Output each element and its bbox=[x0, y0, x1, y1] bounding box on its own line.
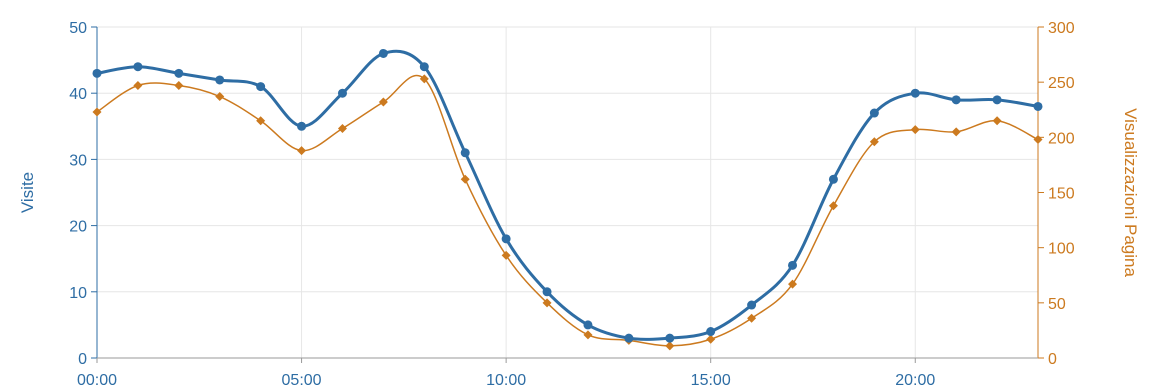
labels-group: 0 10 20 30 40 50 0 50 100 150 200 250 300 00:00 05:00 1… bbox=[18, 20, 1140, 389]
right-tick-label: 250 bbox=[1048, 75, 1075, 92]
data-point-visualizzazioni bbox=[583, 330, 593, 340]
x-tick-label: 10:00 bbox=[486, 372, 526, 389]
data-point-visite bbox=[378, 48, 388, 58]
right-axis-title: Visualizzazioni Pagina bbox=[1121, 108, 1140, 277]
data-point-visite bbox=[747, 300, 757, 310]
data-point-visualizzazioni bbox=[92, 107, 102, 117]
data-point-visualizzazioni bbox=[747, 313, 757, 323]
series-line-visite bbox=[96, 49, 1039, 341]
data-point-visualizzazioni bbox=[992, 116, 1002, 126]
data-point-visite bbox=[665, 333, 675, 343]
data-point-visualizzazioni bbox=[460, 174, 470, 184]
data-point-visite bbox=[869, 108, 879, 118]
data-point-visualizzazioni bbox=[337, 124, 347, 134]
left-tick-label: 30 bbox=[69, 152, 87, 169]
data-point-visualizzazioni bbox=[706, 334, 716, 344]
data-point-visite bbox=[910, 88, 920, 98]
left-tick-label: 0 bbox=[78, 351, 87, 368]
right-tick-label: 150 bbox=[1048, 186, 1075, 203]
data-point-visite bbox=[706, 327, 716, 337]
data-point-visualizzazioni bbox=[256, 116, 266, 126]
data-point-visite bbox=[542, 287, 552, 297]
left-tick-label: 50 bbox=[69, 20, 87, 37]
left-tick-label: 20 bbox=[69, 219, 87, 236]
data-point-visite bbox=[92, 68, 102, 78]
x-tick-label: 05:00 bbox=[282, 372, 322, 389]
data-point-visualizzazioni bbox=[869, 137, 879, 147]
series-line-visualizzazioni bbox=[96, 74, 1039, 347]
data-point-visite bbox=[174, 68, 184, 78]
series-group bbox=[92, 48, 1043, 351]
right-tick-label: 50 bbox=[1048, 296, 1066, 313]
data-point-visualizzazioni bbox=[215, 92, 225, 102]
data-point-visualizzazioni bbox=[1033, 135, 1043, 145]
x-tick-label: 20:00 bbox=[895, 372, 935, 389]
data-point-visite bbox=[788, 260, 798, 270]
left-tick-label: 40 bbox=[69, 86, 87, 103]
data-point-visite bbox=[501, 234, 511, 244]
data-point-visite bbox=[133, 62, 143, 72]
left-tick-label: 10 bbox=[69, 285, 87, 302]
data-point-visualizzazioni bbox=[378, 97, 388, 107]
data-point-visite bbox=[828, 174, 838, 184]
data-point-visite bbox=[624, 333, 634, 343]
right-tick-label: 300 bbox=[1048, 20, 1075, 37]
data-point-visite bbox=[337, 88, 347, 98]
right-tick-label: 100 bbox=[1048, 241, 1075, 258]
data-point-visualizzazioni bbox=[174, 80, 184, 90]
data-point-visualizzazioni bbox=[542, 298, 552, 308]
right-tick-label: 200 bbox=[1048, 130, 1075, 147]
data-point-visite bbox=[215, 75, 225, 85]
data-point-visualizzazioni bbox=[951, 127, 961, 137]
left-axis-title: Visite bbox=[18, 172, 37, 213]
data-point-visite bbox=[1033, 101, 1043, 111]
axes bbox=[91, 26, 1044, 363]
data-point-visualizzazioni bbox=[133, 80, 143, 90]
data-point-visite bbox=[583, 320, 593, 330]
data-point-visite bbox=[256, 82, 266, 92]
grid-lines bbox=[97, 26, 1038, 358]
x-tick-label: 15:00 bbox=[691, 372, 731, 389]
x-tick-label: 00:00 bbox=[77, 372, 117, 389]
data-point-visite bbox=[460, 148, 470, 158]
data-point-visualizzazioni bbox=[788, 279, 798, 289]
data-point-visite bbox=[992, 95, 1002, 105]
data-point-visualizzazioni bbox=[665, 341, 675, 351]
data-point-visite bbox=[419, 62, 429, 72]
data-point-visualizzazioni bbox=[910, 125, 920, 135]
data-point-visualizzazioni bbox=[297, 146, 307, 156]
data-point-visualizzazioni bbox=[828, 201, 838, 211]
data-point-visualizzazioni bbox=[419, 74, 429, 84]
right-tick-label: 0 bbox=[1048, 351, 1057, 368]
data-point-visualizzazioni bbox=[501, 250, 511, 260]
data-point-visite bbox=[951, 95, 961, 105]
data-point-visite bbox=[297, 121, 307, 131]
